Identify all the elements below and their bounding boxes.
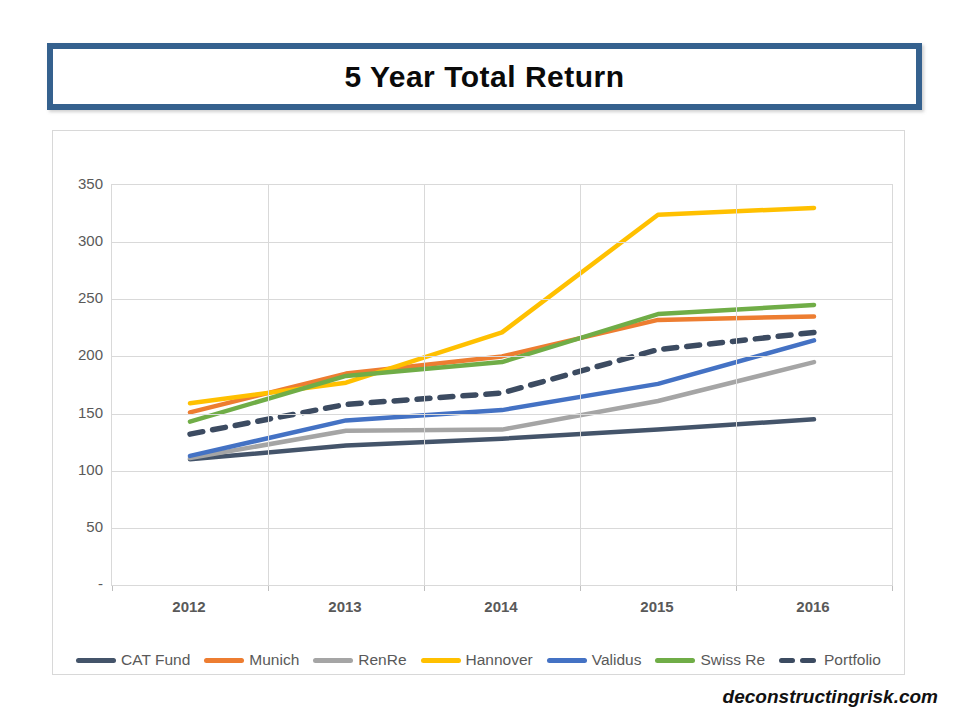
plot-area bbox=[111, 184, 893, 586]
legend-label: CAT Fund bbox=[121, 651, 190, 669]
legend-swatch bbox=[547, 658, 587, 663]
x-axis-tick bbox=[112, 586, 113, 591]
y-axis-label: 350 bbox=[55, 175, 103, 193]
watermark: deconstructingrisk.com bbox=[723, 686, 938, 708]
legend-label: RenRe bbox=[358, 651, 406, 669]
x-axis-label: 2013 bbox=[310, 598, 380, 615]
legend-swatch bbox=[204, 658, 244, 663]
legend-swatch bbox=[76, 658, 116, 663]
x-axis-label: 2015 bbox=[622, 598, 692, 615]
gridline-horizontal bbox=[112, 242, 892, 243]
legend-swatch bbox=[779, 658, 819, 663]
y-axis-label: 200 bbox=[55, 346, 103, 364]
y-axis-label: 150 bbox=[55, 404, 103, 422]
legend-item-renre: RenRe bbox=[313, 651, 406, 669]
legend-label: Munich bbox=[249, 651, 299, 669]
legend-item-validus: Validus bbox=[547, 651, 642, 669]
gridline-horizontal bbox=[112, 356, 892, 357]
series-line-cat-fund bbox=[190, 419, 814, 459]
x-axis-tick bbox=[736, 586, 737, 591]
series-line-swiss-re bbox=[190, 305, 814, 422]
legend-swatch bbox=[421, 658, 461, 663]
legend-item-portfolio: Portfolio bbox=[779, 651, 881, 669]
gridline-vertical bbox=[736, 185, 737, 585]
legend-swatch bbox=[655, 658, 695, 663]
series-svg bbox=[112, 185, 892, 585]
gridline-vertical bbox=[580, 185, 581, 585]
x-axis-tick bbox=[268, 586, 269, 591]
page-title: 5 Year Total Return bbox=[344, 60, 624, 94]
legend: CAT Fund Munich RenRe Hannover Validus Swiss … bbox=[53, 647, 904, 673]
y-axis-label: 250 bbox=[55, 289, 103, 307]
x-axis-label: 2012 bbox=[154, 598, 224, 615]
y-axis-label: - bbox=[55, 575, 103, 593]
y-axis-label: 100 bbox=[55, 461, 103, 479]
legend-swatch bbox=[313, 658, 353, 663]
gridline-vertical bbox=[268, 185, 269, 585]
gridline-horizontal bbox=[112, 414, 892, 415]
series-line-hannover bbox=[190, 208, 814, 403]
chart-container: 350 300 250 200 150 100 50 - 2012 2013 2014 2015 20… bbox=[52, 130, 905, 675]
title-box: 5 Year Total Return bbox=[47, 43, 922, 110]
legend-label: Validus bbox=[592, 651, 642, 669]
gridline-horizontal bbox=[112, 299, 892, 300]
x-axis-label: 2016 bbox=[778, 598, 848, 615]
y-axis-label: 50 bbox=[55, 518, 103, 536]
x-axis-tick bbox=[580, 586, 581, 591]
x-axis-label: 2014 bbox=[466, 598, 536, 615]
legend-item-hannover: Hannover bbox=[421, 651, 533, 669]
gridline-vertical bbox=[424, 185, 425, 585]
legend-item-cat-fund: CAT Fund bbox=[76, 651, 190, 669]
gridline-horizontal bbox=[112, 528, 892, 529]
legend-label: Portfolio bbox=[824, 651, 881, 669]
legend-item-swiss-re: Swiss Re bbox=[655, 651, 765, 669]
x-axis-tick bbox=[424, 586, 425, 591]
legend-label: Hannover bbox=[466, 651, 533, 669]
y-axis-label: 300 bbox=[55, 232, 103, 250]
x-axis-tick bbox=[892, 586, 893, 591]
legend-label: Swiss Re bbox=[700, 651, 765, 669]
gridline-horizontal bbox=[112, 471, 892, 472]
legend-item-munich: Munich bbox=[204, 651, 299, 669]
